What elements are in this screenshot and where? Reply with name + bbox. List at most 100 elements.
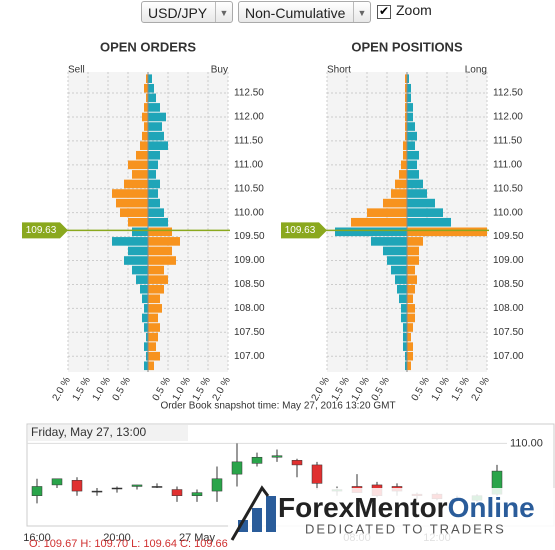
bar (351, 217, 407, 227)
bar (148, 217, 168, 227)
bar (148, 342, 156, 351)
logo-bar (266, 496, 276, 532)
bar (401, 304, 407, 313)
bar (407, 237, 423, 246)
zoom-checkbox[interactable]: ✔ (377, 4, 391, 19)
bar (407, 93, 411, 103)
bar (148, 361, 154, 371)
candle-body (131, 484, 143, 487)
bar (405, 74, 407, 84)
bar (144, 103, 148, 112)
bar (407, 170, 419, 179)
x-tick-label: 27 May (179, 532, 216, 544)
bar (399, 170, 407, 179)
bar (148, 179, 160, 189)
bar (401, 313, 407, 323)
bar (407, 246, 419, 256)
bar (132, 170, 148, 179)
y-tick-label: 110.00 (510, 437, 543, 449)
candle-body (111, 487, 123, 490)
ohlc-readout: O: 109.67 H: 109.70 L: 109.64 C: 109.66 (29, 538, 228, 550)
x-tick-label: 0.5 % (410, 375, 432, 403)
bar (144, 361, 148, 371)
bar (407, 294, 413, 304)
bar (403, 342, 407, 351)
bar (148, 189, 158, 198)
bar (128, 217, 148, 227)
mode-select[interactable]: Non-Cumulative ▼ (238, 1, 371, 23)
bar (148, 227, 172, 237)
bar (148, 246, 172, 256)
header-bg (28, 425, 188, 441)
x-tick-label: 1.5 % (71, 375, 93, 403)
bar (148, 141, 168, 150)
bar (148, 313, 158, 323)
bar (405, 93, 407, 103)
bar (112, 237, 148, 246)
candle-body (311, 464, 323, 484)
side-label: Long (465, 65, 487, 76)
bar (148, 131, 164, 141)
x-tick-label: 20:00 (103, 532, 131, 544)
bar (407, 103, 413, 112)
x-tick-label: 0.5 % (370, 375, 392, 403)
bar (405, 351, 407, 361)
bar (120, 208, 148, 217)
y-tick-label: 108.50 (493, 279, 524, 290)
bar (142, 112, 148, 122)
bar (124, 256, 148, 265)
bar (146, 351, 148, 361)
bar (405, 361, 407, 371)
chart-title: OPEN ORDERS (100, 39, 196, 54)
bar (407, 122, 415, 131)
y-tick-label: 111.00 (493, 159, 523, 170)
pair-text: USD/JPY (148, 5, 208, 21)
bar (407, 208, 443, 217)
side-label: Buy (211, 65, 228, 76)
bar (407, 342, 413, 351)
bar (407, 150, 419, 160)
x-tick-label: 0.5 % (151, 375, 173, 403)
bar (407, 141, 415, 150)
bar (148, 304, 162, 313)
candle-body (171, 489, 183, 496)
pair-select[interactable]: USD/JPY ▼ (141, 1, 233, 23)
bar (405, 112, 407, 122)
candle-body (291, 460, 303, 466)
x-tick-label: 1.0 % (350, 375, 372, 403)
bar (132, 227, 148, 237)
bar (148, 150, 160, 160)
bar (407, 198, 435, 208)
bar (405, 83, 407, 93)
y-tick-label: 110.00 (493, 207, 523, 218)
bar (407, 227, 487, 237)
logo-brand: ForexMentorOnline (278, 492, 535, 523)
bar (142, 131, 148, 141)
logo-tagline: DEDICATED TO TRADERS (305, 521, 506, 536)
bar (142, 313, 148, 323)
bar (144, 122, 148, 131)
bar (407, 361, 411, 371)
bar (405, 122, 407, 131)
x-tick-label: 1.5 % (330, 375, 352, 403)
snapshot-time: Order Book snapshot time: May 27, 2016 1… (160, 401, 395, 412)
y-tick-label: 108.00 (234, 303, 265, 314)
bar (405, 131, 407, 141)
bar (395, 275, 407, 284)
x-tick-label: 1.0 % (430, 375, 452, 403)
zoom-label: Zoom (396, 2, 432, 18)
bar (148, 208, 164, 217)
candle-body (231, 461, 243, 475)
bar (403, 323, 407, 332)
bar (383, 246, 407, 256)
bar (136, 275, 148, 284)
chart-title: OPEN POSITIONS (351, 39, 463, 54)
y-tick-label: 111.50 (493, 136, 523, 147)
bar (407, 323, 413, 332)
bar (148, 122, 162, 131)
bar (128, 246, 148, 256)
bar (148, 74, 152, 84)
y-tick-label: 112.00 (234, 112, 264, 123)
